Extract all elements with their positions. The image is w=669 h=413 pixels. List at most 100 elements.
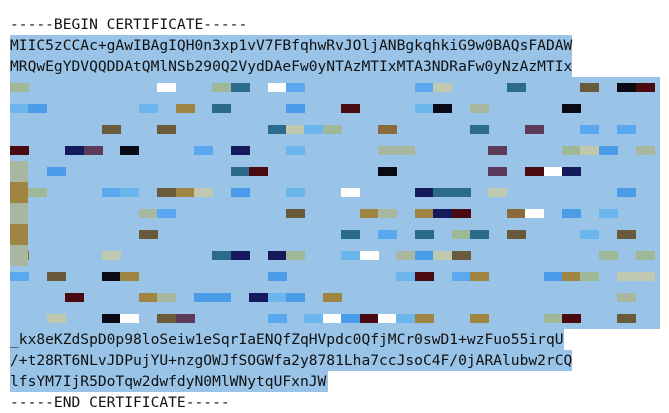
mosaic-cell [470, 272, 489, 281]
mosaic-cell [360, 209, 379, 218]
mosaic-cell [268, 293, 287, 302]
mosaic-cell [231, 167, 250, 176]
mosaic-cell [599, 209, 618, 218]
mosaic-cell [433, 209, 452, 218]
mosaic-cell [415, 272, 434, 281]
mosaic-cell [396, 146, 415, 155]
mosaic-cell [286, 83, 305, 92]
mosaic-cell [65, 146, 84, 155]
mosaic-cell [212, 293, 231, 302]
mosaic-cell [120, 188, 139, 197]
mosaic-cell [360, 314, 379, 323]
mosaic-cell [139, 230, 158, 239]
mosaic-cell [636, 146, 655, 155]
mosaic-cell [360, 251, 379, 260]
mosaic-cell [562, 104, 581, 113]
mosaic-cell [452, 251, 471, 260]
begin-certificate-line: -----BEGIN CERTIFICATE----- [10, 16, 248, 33]
mosaic-cell [580, 146, 599, 155]
mosaic-cell [28, 188, 47, 197]
mosaic-cell [47, 167, 66, 176]
mosaic-cell [580, 230, 599, 239]
mosaic-cell [249, 293, 268, 302]
mosaic-cell [286, 209, 305, 218]
mosaic-cell [323, 125, 342, 134]
mosaic-cell [157, 293, 176, 302]
mosaic-cell [268, 83, 287, 92]
mosaic-cell [194, 188, 213, 197]
mosaic-cell [28, 104, 47, 113]
mosaic-cell [10, 83, 29, 92]
mosaic-cell [157, 209, 176, 218]
mosaic-cell [562, 209, 581, 218]
mosaic-cell [470, 125, 489, 134]
certificate-line[interactable]: MRQwEgYDVQQDDAtQMlNSb290Q2VydDAeFw0yNTAz… [10, 56, 573, 77]
mosaic-cell [378, 314, 397, 323]
certificate-text: -----BEGIN CERTIFICATE----- MIIC5zCCAc+g… [10, 14, 660, 413]
mosaic-cell [102, 125, 121, 134]
mosaic-cell [341, 314, 360, 323]
mosaic-cell [562, 272, 581, 281]
mosaic-cell [544, 167, 563, 176]
mosaic-cell [286, 125, 305, 134]
mosaic-cell [120, 314, 139, 323]
mosaic-cell [636, 251, 655, 260]
mosaic-cell [617, 188, 636, 197]
mosaic-cell [452, 188, 471, 197]
mosaic-cell [286, 251, 305, 260]
mosaic-cell [176, 314, 195, 323]
mosaic-cell [562, 167, 581, 176]
mosaic-cell [525, 209, 544, 218]
mosaic-cell [525, 167, 544, 176]
mosaic-cell [231, 188, 250, 197]
mosaic-cell [580, 125, 599, 134]
mosaic-cell [176, 104, 195, 113]
mosaic-cell [102, 314, 121, 323]
certificate-line[interactable]: _kx8eKZdSpD0p98loSeiw1eSqrIaENQfZqHVpdc0… [10, 329, 564, 350]
mosaic-cell [249, 167, 268, 176]
mosaic-cell [617, 125, 636, 134]
mosaic-cell [617, 314, 636, 323]
mosaic-cell [396, 272, 415, 281]
mosaic-cell [636, 272, 655, 281]
mosaic-cell [544, 272, 563, 281]
mosaic-cell [378, 230, 397, 239]
mosaic-cell [415, 230, 434, 239]
mosaic-cell [396, 314, 415, 323]
mosaic-cell [636, 83, 655, 92]
mosaic-cell [212, 104, 231, 113]
mosaic-cell [139, 104, 158, 113]
mosaic-cell [617, 230, 636, 239]
mosaic-cell [341, 251, 360, 260]
mosaic-cell [415, 314, 434, 323]
certificate-line[interactable]: lfsYM7IjR5DoTqw2dwfdyN0MlWNytqUFxnJW [10, 371, 329, 392]
certificate-line[interactable]: /+t28RT6NLvJDPujYU+nzgOWJfSOGWfa2y8781Lh… [10, 350, 573, 371]
mosaic-cell [286, 146, 305, 155]
certificate-line[interactable]: MIIC5zCCAc+gAwIBAgIQH0n3xp1vV7FBfqhwRvJO… [10, 35, 573, 56]
mosaic-cell [544, 314, 563, 323]
mosaic-cell [378, 167, 397, 176]
mosaic-cell [157, 83, 176, 92]
mosaic-cell [231, 83, 250, 92]
mosaic-cell [268, 251, 287, 260]
mosaic-cell [488, 146, 507, 155]
mosaic-cell [10, 104, 29, 113]
mosaic-cell [525, 125, 544, 134]
mosaic-cell [157, 314, 176, 323]
mosaic-cell [102, 251, 121, 260]
mosaic-cell [10, 224, 28, 245]
mosaic-cell [378, 146, 397, 155]
mosaic-cell [231, 146, 250, 155]
mosaic-cell [10, 146, 29, 155]
mosaic-cell [157, 125, 176, 134]
mosaic-cell [470, 314, 489, 323]
mosaic-cell [304, 314, 323, 323]
mosaic-cell [599, 251, 618, 260]
mosaic-cell [304, 125, 323, 134]
mosaic-cell [286, 188, 305, 197]
mosaic-cell [341, 188, 360, 197]
mosaic-cell [102, 272, 121, 281]
mosaic-cell [617, 83, 636, 92]
mosaic-cell [10, 272, 29, 281]
mosaic-cell [617, 293, 636, 302]
